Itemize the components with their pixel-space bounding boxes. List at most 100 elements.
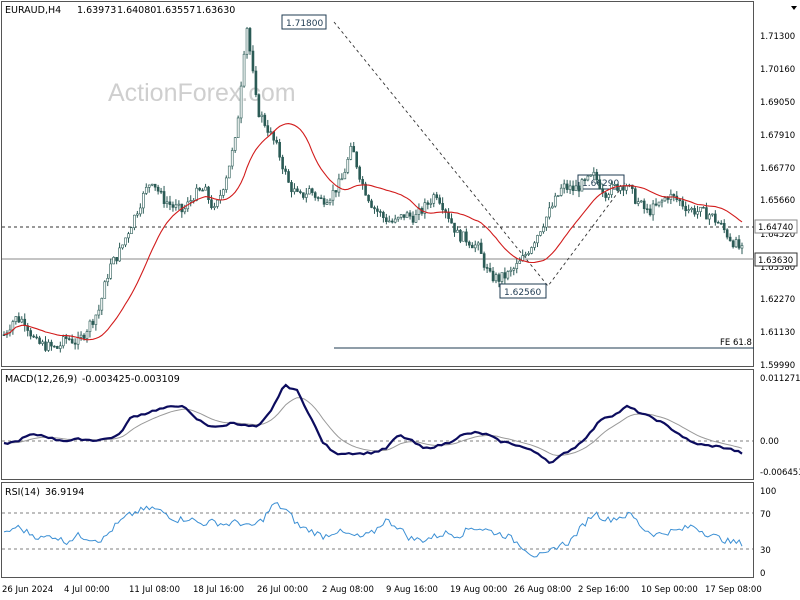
price-bar-body: [233, 137, 237, 151]
price-bar-body: [124, 237, 127, 246]
price-bar-body: [592, 171, 596, 176]
x-tick-label: 2 Sep 16:00: [578, 585, 629, 595]
price-bar-body: [130, 227, 133, 235]
swing-high-label: 1.71800: [286, 19, 323, 29]
price-bar-body: [121, 244, 124, 249]
price-scale-arrow: [791, 6, 797, 10]
price-bar-body: [56, 346, 59, 349]
macd-panel-frame: [1, 369, 754, 480]
price-bar-body: [177, 203, 181, 206]
price-bar-body: [358, 166, 361, 180]
price-bar-body: [150, 183, 154, 186]
price-bar-body: [44, 341, 47, 351]
current-price-tag-bg: [754, 252, 798, 267]
price-bar-body: [536, 235, 539, 244]
price-bar-body: [399, 214, 403, 218]
price-bar-body: [67, 338, 71, 340]
price-bar-body: [61, 336, 65, 347]
price-bar-body: [390, 220, 394, 223]
price-bar-body: [509, 269, 513, 272]
rsi-header-name: RSI(14): [5, 487, 40, 498]
price-bar-body: [595, 171, 599, 181]
price-bar-body: [287, 171, 290, 183]
price-bar-body: [139, 207, 142, 215]
price-bar-body: [227, 165, 231, 179]
price-bar-body: [556, 195, 560, 197]
price-bar-body: [693, 208, 696, 215]
price-bar-body: [548, 207, 551, 218]
price-bar-body: [571, 185, 575, 191]
price-bar-body: [136, 213, 139, 216]
price-bar-body: [147, 184, 151, 188]
price-bar-body: [485, 267, 489, 269]
price-bar-body: [690, 208, 693, 210]
price-bar-body: [488, 267, 492, 272]
price-bar-body: [714, 213, 717, 223]
price-header-open: 1.63973: [77, 5, 116, 16]
price-bar-body: [645, 208, 649, 211]
price-bar-body: [293, 188, 296, 193]
price-bar-body: [216, 199, 219, 207]
price-bar-body: [85, 331, 89, 339]
price-bar-body: [310, 188, 314, 193]
price-bar-body: [607, 194, 610, 198]
price-bar-body: [364, 183, 367, 196]
price-bar-body: [613, 184, 616, 186]
price-bar-body: [17, 316, 21, 323]
price-bar-body: [708, 214, 711, 220]
x-tick-label: 17 Sep 08:00: [705, 585, 762, 595]
rsi-y-tick-label: 70: [760, 510, 771, 520]
price-bar-body: [32, 335, 35, 338]
price-bar-body: [491, 270, 495, 282]
price-bar-body: [631, 184, 634, 190]
x-tick-label: 9 Aug 16:00: [386, 585, 438, 595]
price-bar-body: [574, 185, 578, 191]
rsi-y-tick-label: 30: [760, 546, 771, 556]
price-bar-body: [171, 204, 175, 208]
price-bar-body: [281, 156, 284, 170]
resistance-level-tag-bg: [754, 219, 798, 234]
price-bar-body: [343, 172, 347, 180]
price-bar-body: [459, 229, 462, 242]
price-bar-body: [299, 191, 302, 193]
price-bar-body: [337, 178, 341, 193]
price-bar-body: [524, 254, 527, 256]
price-bar-body: [482, 253, 486, 268]
macd-header-signal: -0.003109: [131, 374, 180, 385]
price-bar-body: [453, 222, 456, 233]
price-bar-body: [634, 188, 637, 204]
price-bar-body: [702, 206, 705, 209]
price-bar-body: [465, 231, 468, 243]
price-bars: [2, 26, 744, 353]
price-bar-body: [355, 151, 358, 168]
price-bar-body: [257, 94, 261, 118]
price-bar-body: [470, 244, 474, 249]
price-bar-body: [580, 179, 584, 192]
price-bar-body: [189, 200, 193, 203]
x-tick-label: 19 Aug 00:00: [450, 585, 507, 595]
price-bar-body: [296, 188, 299, 192]
price-bar-body: [91, 320, 95, 325]
y-tick-label: 1.65660: [760, 196, 795, 206]
price-bar-body: [316, 197, 320, 199]
price-bar-body: [352, 146, 356, 153]
swing-high-label-bg: [281, 14, 327, 30]
macd-y-tick-label: -0.006453: [760, 468, 800, 478]
price-bar-body: [515, 263, 519, 269]
price-bar-body: [654, 203, 658, 206]
price-bar-body: [204, 186, 207, 191]
price-bar-body: [441, 202, 444, 211]
price-bar-body: [79, 334, 83, 338]
price-bar-body: [230, 150, 234, 167]
price-bar-body: [29, 330, 32, 337]
y-tick-label: 1.62270: [760, 295, 795, 305]
x-tick-label: 26 Jul 00:00: [257, 585, 308, 595]
price-bar-body: [100, 298, 104, 311]
price-bar-body: [14, 316, 18, 322]
price-bar-body: [168, 201, 172, 205]
price-bar-body: [405, 212, 409, 218]
price-bar-body: [201, 189, 204, 192]
price-bar-body: [687, 209, 690, 212]
price-bar-body: [319, 197, 323, 200]
current-price-tag: 1.63630: [758, 256, 793, 266]
